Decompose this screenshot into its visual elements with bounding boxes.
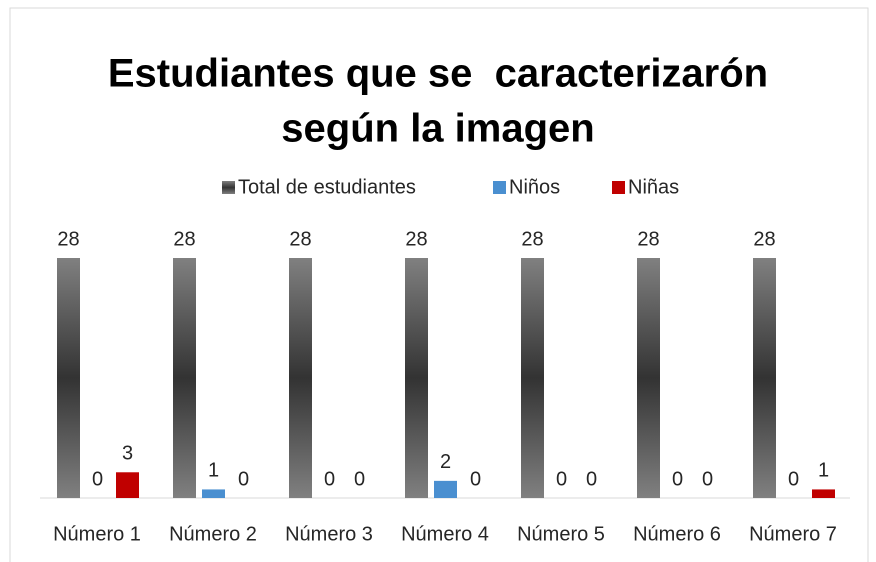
legend-marker (222, 181, 235, 194)
data-label: 0 (470, 468, 481, 490)
bar (434, 480, 457, 498)
bar (202, 489, 225, 498)
bar (173, 258, 196, 498)
x-tick-label: Número 6 (633, 523, 721, 545)
bar (521, 258, 544, 498)
data-label: 0 (672, 468, 683, 490)
data-label: 0 (324, 468, 335, 490)
data-label: 0 (788, 468, 799, 490)
data-label: 28 (173, 228, 195, 250)
data-label: 0 (702, 468, 713, 490)
data-label: 28 (637, 228, 659, 250)
legend-label: Niñas (628, 176, 679, 198)
bar (812, 489, 835, 498)
data-label: 0 (586, 468, 597, 490)
data-label: 3 (122, 443, 133, 465)
data-label: 1 (818, 460, 829, 482)
bar (57, 258, 80, 498)
x-tick-label: Número 5 (517, 523, 605, 545)
x-tick-label: Número 2 (169, 523, 257, 545)
legend-label: Total de estudiantes (238, 176, 416, 198)
bar (753, 258, 776, 498)
chart-border (9, 7, 869, 562)
data-label: 28 (753, 228, 775, 250)
data-label: 28 (289, 228, 311, 250)
data-label: 28 (405, 228, 427, 250)
x-tick-label: Número 1 (53, 523, 141, 545)
bar (289, 258, 312, 498)
data-label: 0 (354, 468, 365, 490)
bar (116, 472, 139, 498)
bar (637, 258, 660, 498)
data-label: 28 (57, 228, 79, 250)
chart-title: según la imagen (281, 107, 594, 151)
chart-title: Estudiantes que se caracterizarón (108, 52, 768, 96)
x-tick-label: Número 7 (749, 523, 837, 545)
legend-label: Niños (509, 176, 560, 198)
legend-marker (612, 181, 625, 194)
data-label: 2 (440, 451, 451, 473)
x-tick-label: Número 3 (285, 523, 373, 545)
data-label: 1 (208, 460, 219, 482)
data-label: 0 (556, 468, 567, 490)
data-label: 0 (92, 468, 103, 490)
data-label: 0 (238, 468, 249, 490)
x-tick-label: Número 4 (401, 523, 489, 545)
bar (405, 258, 428, 498)
legend-marker (493, 181, 506, 194)
data-label: 28 (521, 228, 543, 250)
